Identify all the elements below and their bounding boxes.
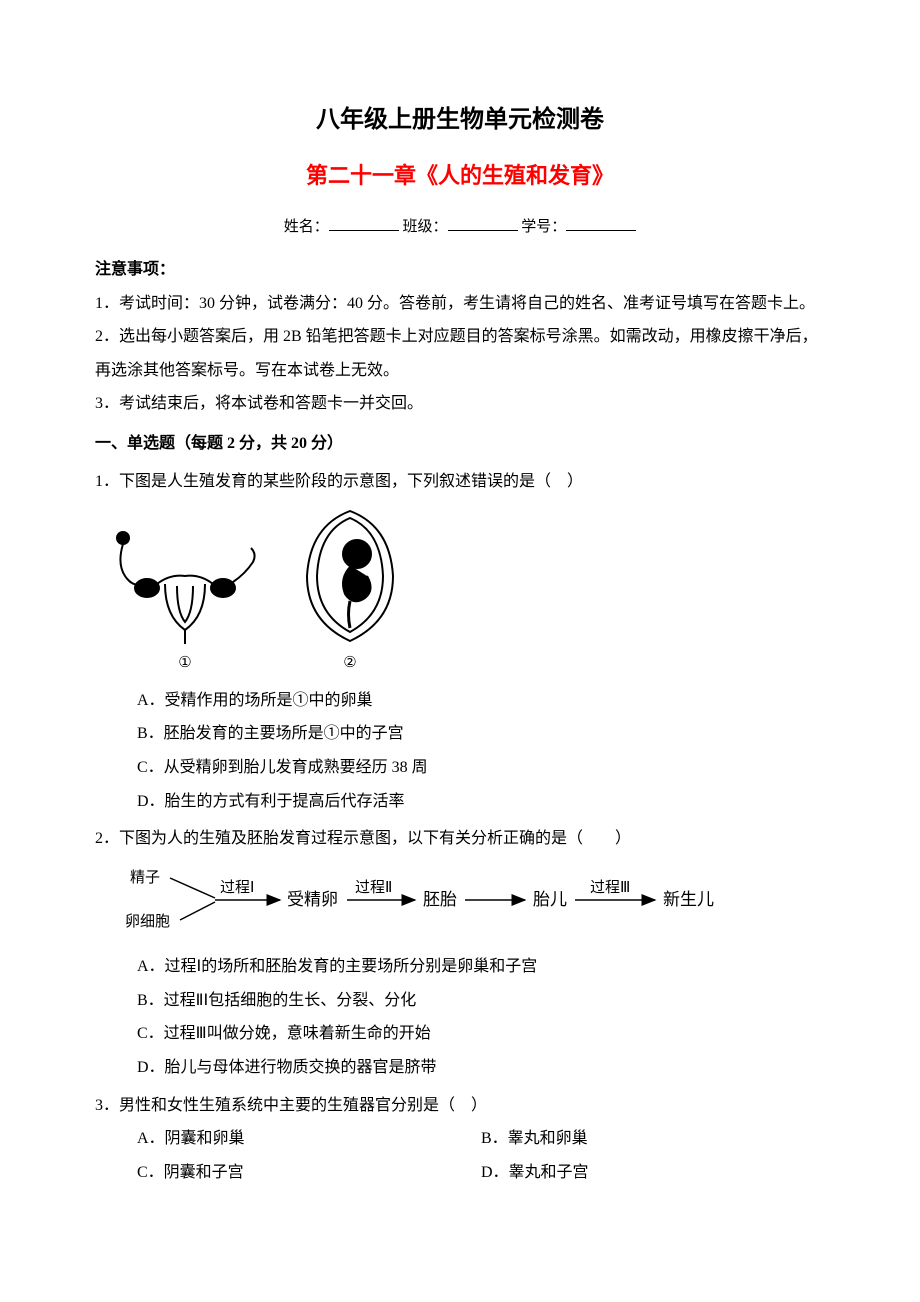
q3-choice-c[interactable]: C．阴囊和子宫	[137, 1156, 481, 1190]
flow-n4: 新生儿	[663, 890, 714, 909]
q3-stem: 3．男性和女性生殖系统中主要的生殖器官分别是（ ）	[95, 1089, 825, 1123]
page-title: 八年级上册生物单元检测卷	[95, 95, 825, 145]
flow-n3: 胎儿	[533, 890, 567, 909]
q2-choices: A．过程Ⅰ的场所和胚胎发育的主要场所分别是卵巢和子宫 B．过程ⅡⅠ包括细胞的生长…	[95, 950, 825, 1084]
flow-egg: 卵细胞	[125, 913, 170, 930]
notice-1: 1．考试时间：30 分钟，试卷满分：40 分。答卷前，考生请将自己的姓名、准考证…	[95, 287, 825, 321]
uterus-diagram-icon	[105, 526, 265, 646]
fetus-diagram-icon	[295, 506, 405, 646]
notice-heading: 注意事项：	[95, 253, 825, 287]
q1-stem: 1．下图是人生殖发育的某些阶段的示意图，下列叙述错误的是（ ）	[95, 465, 825, 499]
q2-choice-d[interactable]: D．胎儿与母体进行物质交换的器官是脐带	[137, 1051, 825, 1085]
q3-choice-a[interactable]: A．阴囊和卵巢	[137, 1122, 481, 1156]
q1-fig2-caption: ②	[343, 648, 356, 680]
flow-p1: 过程Ⅰ	[220, 879, 254, 896]
q2-choice-a[interactable]: A．过程Ⅰ的场所和胚胎发育的主要场所分别是卵巢和子宫	[137, 950, 825, 984]
flow-sperm: 精子	[130, 869, 160, 886]
q1-choice-b[interactable]: B．胚胎发育的主要场所是①中的子宫	[137, 717, 825, 751]
flow-n2: 胚胎	[423, 890, 457, 909]
q2-choice-b[interactable]: B．过程ⅡⅠ包括细胞的生长、分裂、分化	[137, 984, 825, 1018]
flowchart-icon: 精子 卵细胞 过程Ⅰ 受精卵 过程Ⅱ 胚胎 胎儿 过程Ⅲ 新生儿	[125, 864, 765, 934]
q1-choice-a[interactable]: A．受精作用的场所是①中的卵巢	[137, 684, 825, 718]
class-label: 班级：	[402, 219, 447, 235]
q2-stem: 2．下图为人的生殖及胚胎发育过程示意图，以下有关分析正确的是（ ）	[95, 822, 825, 856]
q1-choice-d[interactable]: D．胎生的方式有利于提高后代存活率	[137, 785, 825, 819]
chapter-subtitle: 第二十一章《人的生殖和发育》	[95, 153, 825, 199]
notice-3: 3．考试结束后，将本试卷和答题卡一并交回。	[95, 387, 825, 421]
flow-p3: 过程Ⅲ	[590, 879, 630, 896]
q2-flowchart: 精子 卵细胞 过程Ⅰ 受精卵 过程Ⅱ 胚胎 胎儿 过程Ⅲ 新生儿	[105, 864, 825, 947]
q2-choice-c[interactable]: C．过程Ⅲ叫做分娩，意味着新生命的开始	[137, 1017, 825, 1051]
q3-choice-d[interactable]: D．睾丸和子宫	[481, 1156, 825, 1190]
section-1-heading: 一、单选题（每题 2 分，共 20 分）	[95, 427, 825, 461]
q1-choice-c[interactable]: C．从受精卵到胎儿发育成熟要经历 38 周	[137, 751, 825, 785]
class-blank[interactable]	[448, 215, 518, 231]
flow-p2: 过程Ⅱ	[355, 879, 392, 896]
q1-fig1-caption: ①	[178, 648, 191, 680]
id-blank[interactable]	[566, 215, 636, 231]
flow-n1: 受精卵	[287, 890, 338, 909]
q3-choices: A．阴囊和卵巢 B．睾丸和卵巢 C．阴囊和子宫 D．睾丸和子宫	[95, 1122, 825, 1189]
q1-choices: A．受精作用的场所是①中的卵巢 B．胚胎发育的主要场所是①中的子宫 C．从受精卵…	[95, 684, 825, 818]
id-label: 学号：	[521, 219, 566, 235]
notice-2: 2．选出每小题答案后，用 2B 铅笔把答题卡上对应题目的答案标号涂黑。如需改动，…	[95, 320, 825, 387]
name-blank[interactable]	[329, 215, 399, 231]
name-label: 姓名：	[284, 219, 329, 235]
student-info-line: 姓名： 班级： 学号：	[95, 212, 825, 244]
q1-figure: ① ②	[105, 506, 825, 680]
q3-choice-b[interactable]: B．睾丸和卵巢	[481, 1122, 825, 1156]
